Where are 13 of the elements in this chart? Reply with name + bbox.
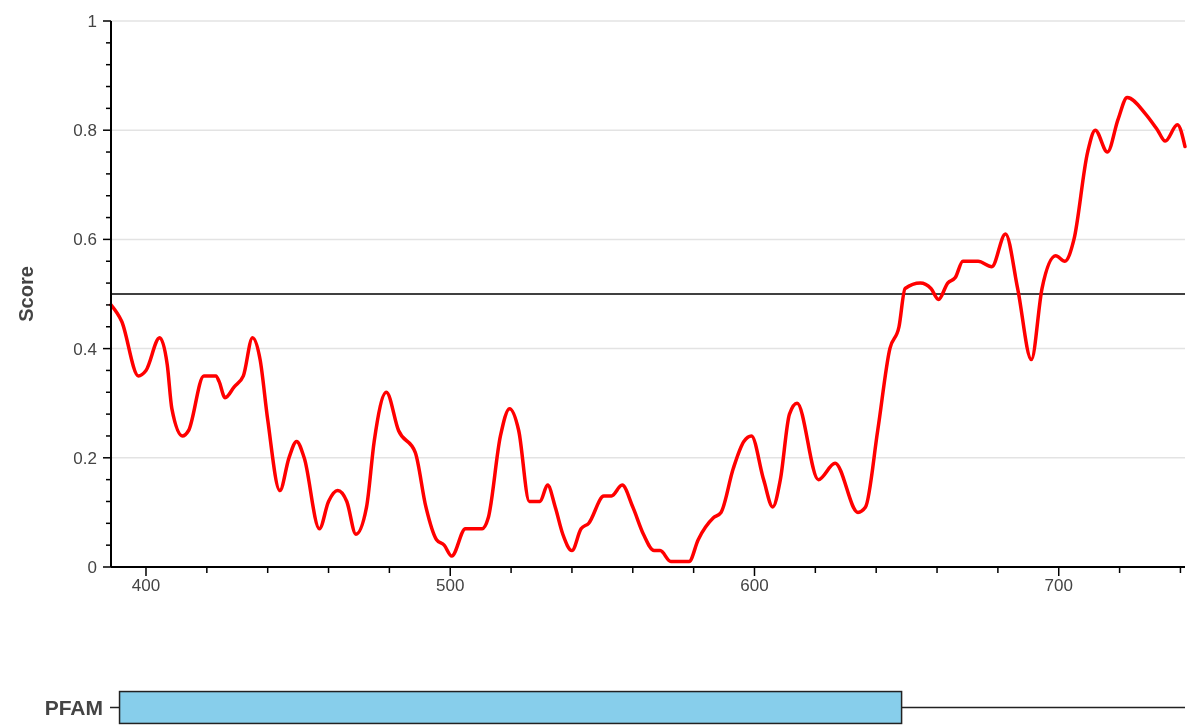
- y-tick-label: 1: [87, 11, 97, 31]
- y-tick-label: 0.4: [73, 339, 97, 359]
- y-tick-label: 0.8: [73, 121, 97, 141]
- x-tick-label: 700: [1044, 576, 1073, 595]
- x-tick-label: 600: [740, 576, 769, 595]
- x-tick-label: 400: [131, 576, 161, 595]
- y-tick-label: 0.2: [73, 448, 97, 468]
- line-series: [109, 95, 1187, 564]
- y-tick-label: PFAM: [44, 695, 103, 719]
- y-tick-label: 0: [87, 557, 97, 577]
- x-tick-label: 500: [436, 576, 465, 595]
- y-axis-title: Score: [15, 266, 37, 322]
- y-tick-label: 0.6: [73, 230, 97, 250]
